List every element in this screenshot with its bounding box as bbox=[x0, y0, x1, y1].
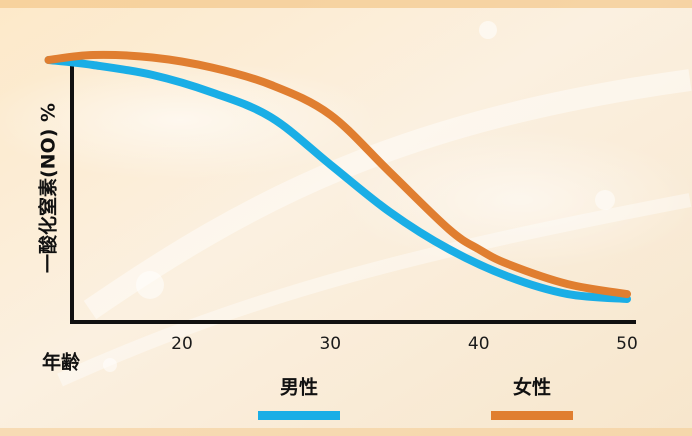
x-axis-title: 年齢 bbox=[42, 351, 81, 374]
series-line-female bbox=[44, 50, 631, 299]
x-tick-label-30: 30 bbox=[319, 334, 341, 354]
x-tick-label-20: 20 bbox=[171, 334, 193, 354]
legend-swatch bbox=[491, 411, 573, 420]
x-tick-label-50: 50 bbox=[616, 334, 638, 354]
chart-axes bbox=[70, 55, 636, 324]
x-tick-label-40: 40 bbox=[468, 334, 490, 354]
series-line-male bbox=[44, 56, 631, 303]
legend-item-male: 男性 bbox=[258, 376, 340, 420]
legend-item-female: 女性 bbox=[491, 376, 573, 420]
y-axis-title: 一酸化窒素(NO) % bbox=[37, 103, 60, 273]
legend-label: 男性 bbox=[280, 376, 318, 399]
legend-swatch bbox=[258, 411, 340, 420]
legend-label: 女性 bbox=[513, 376, 551, 399]
series-layer bbox=[44, 50, 631, 303]
legend: 男性 女性 bbox=[258, 376, 573, 420]
x-tick-labels: 20 30 40 50 bbox=[171, 334, 638, 354]
